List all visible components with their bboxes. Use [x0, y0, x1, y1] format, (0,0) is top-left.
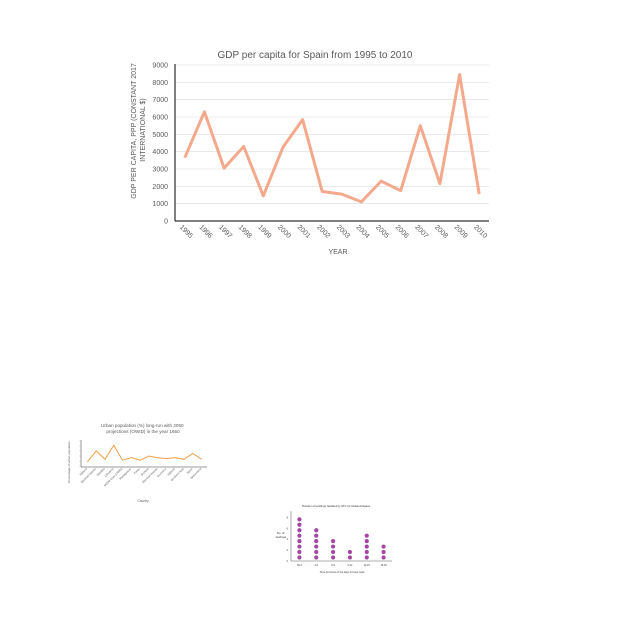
dot — [364, 544, 369, 549]
dot — [314, 528, 319, 533]
dot — [297, 544, 302, 549]
x-tick-label: 2008 — [433, 224, 449, 240]
dot — [297, 517, 302, 522]
dot — [381, 555, 386, 560]
dot-y-axis-label: No. of landings — [276, 531, 287, 539]
x-tick-label: 1997 — [217, 224, 233, 240]
dot — [297, 522, 302, 527]
x-tick-label: 2000 — [276, 224, 292, 240]
y-tick-label: 3000 — [152, 167, 168, 174]
dot — [314, 555, 319, 560]
dot — [314, 549, 319, 555]
dot-x-tick-label: 6-9 — [331, 564, 335, 567]
small-x-tick-label: Palau — [133, 467, 141, 475]
y-tick-label: 5000 — [152, 132, 168, 139]
x-tick-label: 2010 — [472, 224, 488, 240]
dot — [297, 533, 302, 538]
x-tick-label: 2009 — [453, 224, 469, 240]
y-tick-label: 0 — [164, 219, 168, 226]
y-tick-label: 7000 — [152, 97, 168, 104]
dot-y-tick-label: 6 — [287, 527, 289, 530]
dot — [381, 544, 386, 549]
dot — [314, 539, 319, 544]
y-tick-label: 8000 — [152, 80, 168, 87]
small-x-tick-label: Djibouti — [79, 467, 89, 477]
dot — [347, 555, 353, 560]
landings-dot-chart: Number of landings handled by ATC for Du… — [276, 504, 392, 574]
dot — [297, 528, 302, 533]
x-axis-label: YEAR — [328, 249, 347, 256]
dot — [297, 539, 302, 544]
series-line — [183, 73, 481, 204]
dot-chart-title: Number of landings handled by ATC for Du… — [302, 504, 371, 508]
x-tick-label: 2006 — [394, 224, 410, 240]
x-tick-label: 2007 — [413, 224, 429, 240]
dot — [364, 539, 369, 544]
x-tick-label: 2003 — [335, 224, 351, 240]
y-tick-label: 9000 — [152, 63, 168, 70]
dot-x-tick-label: 12-15 — [364, 564, 371, 567]
dot-x-tick-labels: 00-3 3-6 6-9 9-12 12-15 15-18 — [297, 564, 387, 567]
x-tick-label: 1999 — [256, 224, 272, 240]
x-tick-label: 2005 — [374, 224, 390, 240]
dot-x-axis-label: Time (in hours of the day) 24 hour style — [319, 570, 365, 574]
small-x-tick-label: Dominica — [156, 467, 167, 478]
dot — [364, 555, 369, 560]
dot-x-tick-label: 15-18 — [381, 564, 388, 567]
small-y-axis-label: Percentage of urban population — [67, 441, 71, 483]
dot — [297, 549, 302, 555]
dot-x-tick-label: 9-12 — [348, 564, 353, 567]
x-tick-label: 2004 — [355, 224, 371, 240]
y-axis-label: GDP PER CAPITA, PPP (CONSTANT 2017 INTER… — [131, 61, 147, 198]
small-x-tick-label: Spain — [186, 467, 194, 475]
dot — [330, 549, 336, 555]
dot — [314, 544, 319, 549]
dot-y-tick-label: 8 — [287, 516, 289, 519]
gridlines — [175, 64, 489, 204]
y-tick-label: 1000 — [152, 201, 168, 208]
small-x-tick-label: Djibouti — [167, 467, 177, 477]
small-x-tick-label: Burkina — [140, 467, 150, 477]
dot-y-tick-label: 2 — [287, 549, 289, 552]
small-chart-title: Urban population (%) long-run with 2050 … — [101, 423, 185, 434]
dot-x-tick-label: 00-3 — [297, 564, 302, 567]
dot — [297, 555, 302, 560]
small-series-line — [87, 444, 202, 463]
small-x-tick-label: Lithuania — [104, 467, 115, 478]
x-tick-label: 2001 — [296, 224, 312, 240]
dot — [364, 549, 369, 555]
y-tick-labels: 0 1000 2000 3000 4000 5000 6000 7000 8000 9000 — [152, 63, 168, 226]
x-tick-label: 1998 — [237, 224, 253, 240]
small-y-ticks — [79, 440, 81, 467]
small-x-axis-label: Country — [137, 499, 149, 503]
dot-y-tick-label: 4 — [287, 538, 289, 541]
y-tick-label: 6000 — [152, 115, 168, 122]
dot — [347, 549, 353, 555]
dot-marks — [297, 517, 386, 560]
dot-y-tick-label: 0 — [287, 560, 289, 563]
dot — [381, 549, 386, 555]
dot — [330, 539, 336, 544]
small-x-tick-label: Namibia — [96, 467, 106, 477]
chart-title: GDP per capita for Spain from 1995 to 20… — [218, 50, 413, 61]
dot — [364, 533, 369, 538]
gdp-line-chart: GDP per capita for Spain from 1995 to 20… — [131, 50, 489, 256]
y-tick-label: 2000 — [152, 184, 168, 191]
x-tick-label: 1995 — [178, 224, 194, 240]
dot-x-tick-label: 3-6 — [315, 564, 319, 567]
x-tick-label: 2002 — [315, 224, 331, 240]
dot-y-ticks: 0 2 4 6 8 — [287, 516, 289, 563]
urban-population-chart: Urban population (%) long-run with 2050 … — [67, 423, 207, 503]
x-tick-labels: 1995 1996 1997 1998 1999 2000 2001 2002 2003 2004… — [178, 224, 488, 240]
dot — [330, 544, 336, 549]
dot — [330, 555, 336, 560]
x-tick-label: 1996 — [198, 224, 214, 240]
y-tick-label: 4000 — [152, 149, 168, 156]
dot — [314, 533, 319, 538]
